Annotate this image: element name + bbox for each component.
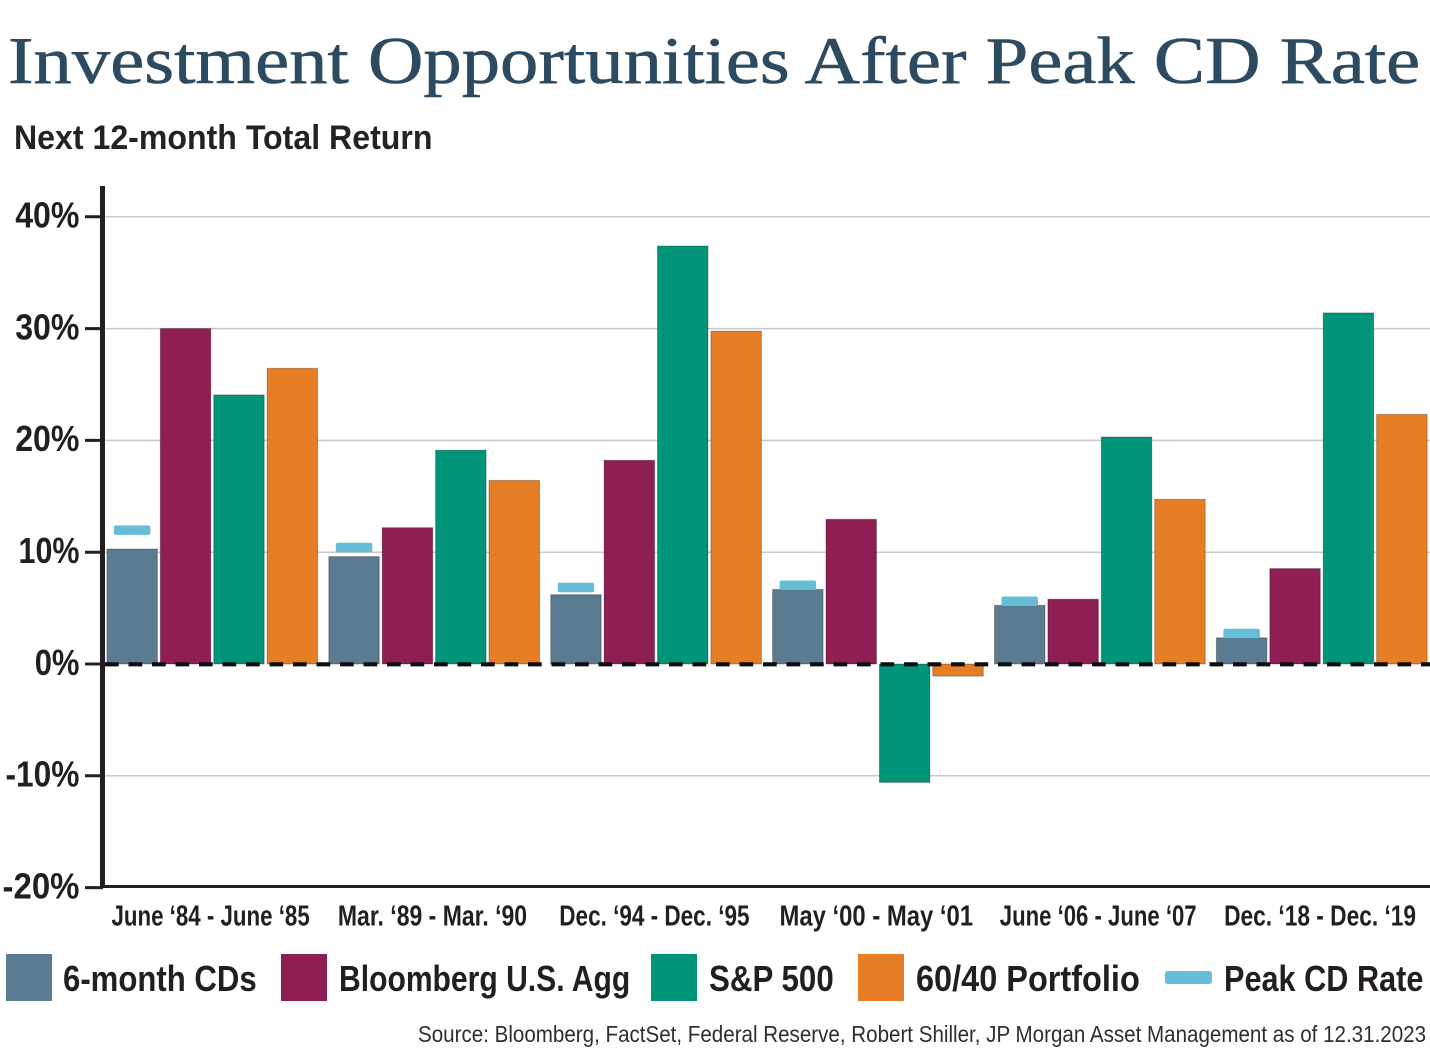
svg-text:-20%: -20%	[3, 865, 80, 906]
svg-text:20%: 20%	[15, 418, 79, 459]
svg-text:Mar. ‘89 - Mar. ‘90: Mar. ‘89 - Mar. ‘90	[338, 900, 527, 932]
svg-text:-10%: -10%	[6, 754, 80, 795]
svg-text:Dec. ‘18 - Dec. ‘19: Dec. ‘18 - Dec. ‘19	[1224, 900, 1416, 932]
svg-text:June ‘06 - June ‘07: June ‘06 - June ‘07	[1000, 900, 1197, 932]
svg-text:Dec. ‘94 - Dec. ‘95: Dec. ‘94 - Dec. ‘95	[559, 900, 749, 932]
svg-text:May ‘00 - May ‘01: May ‘00 - May ‘01	[780, 900, 974, 932]
svg-text:10%: 10%	[19, 530, 80, 571]
svg-text:40%: 40%	[15, 195, 79, 236]
svg-text:30%: 30%	[15, 306, 79, 347]
svg-text:June ‘84 - June ‘85: June ‘84 - June ‘85	[111, 900, 309, 932]
svg-text:0%: 0%	[35, 642, 80, 683]
